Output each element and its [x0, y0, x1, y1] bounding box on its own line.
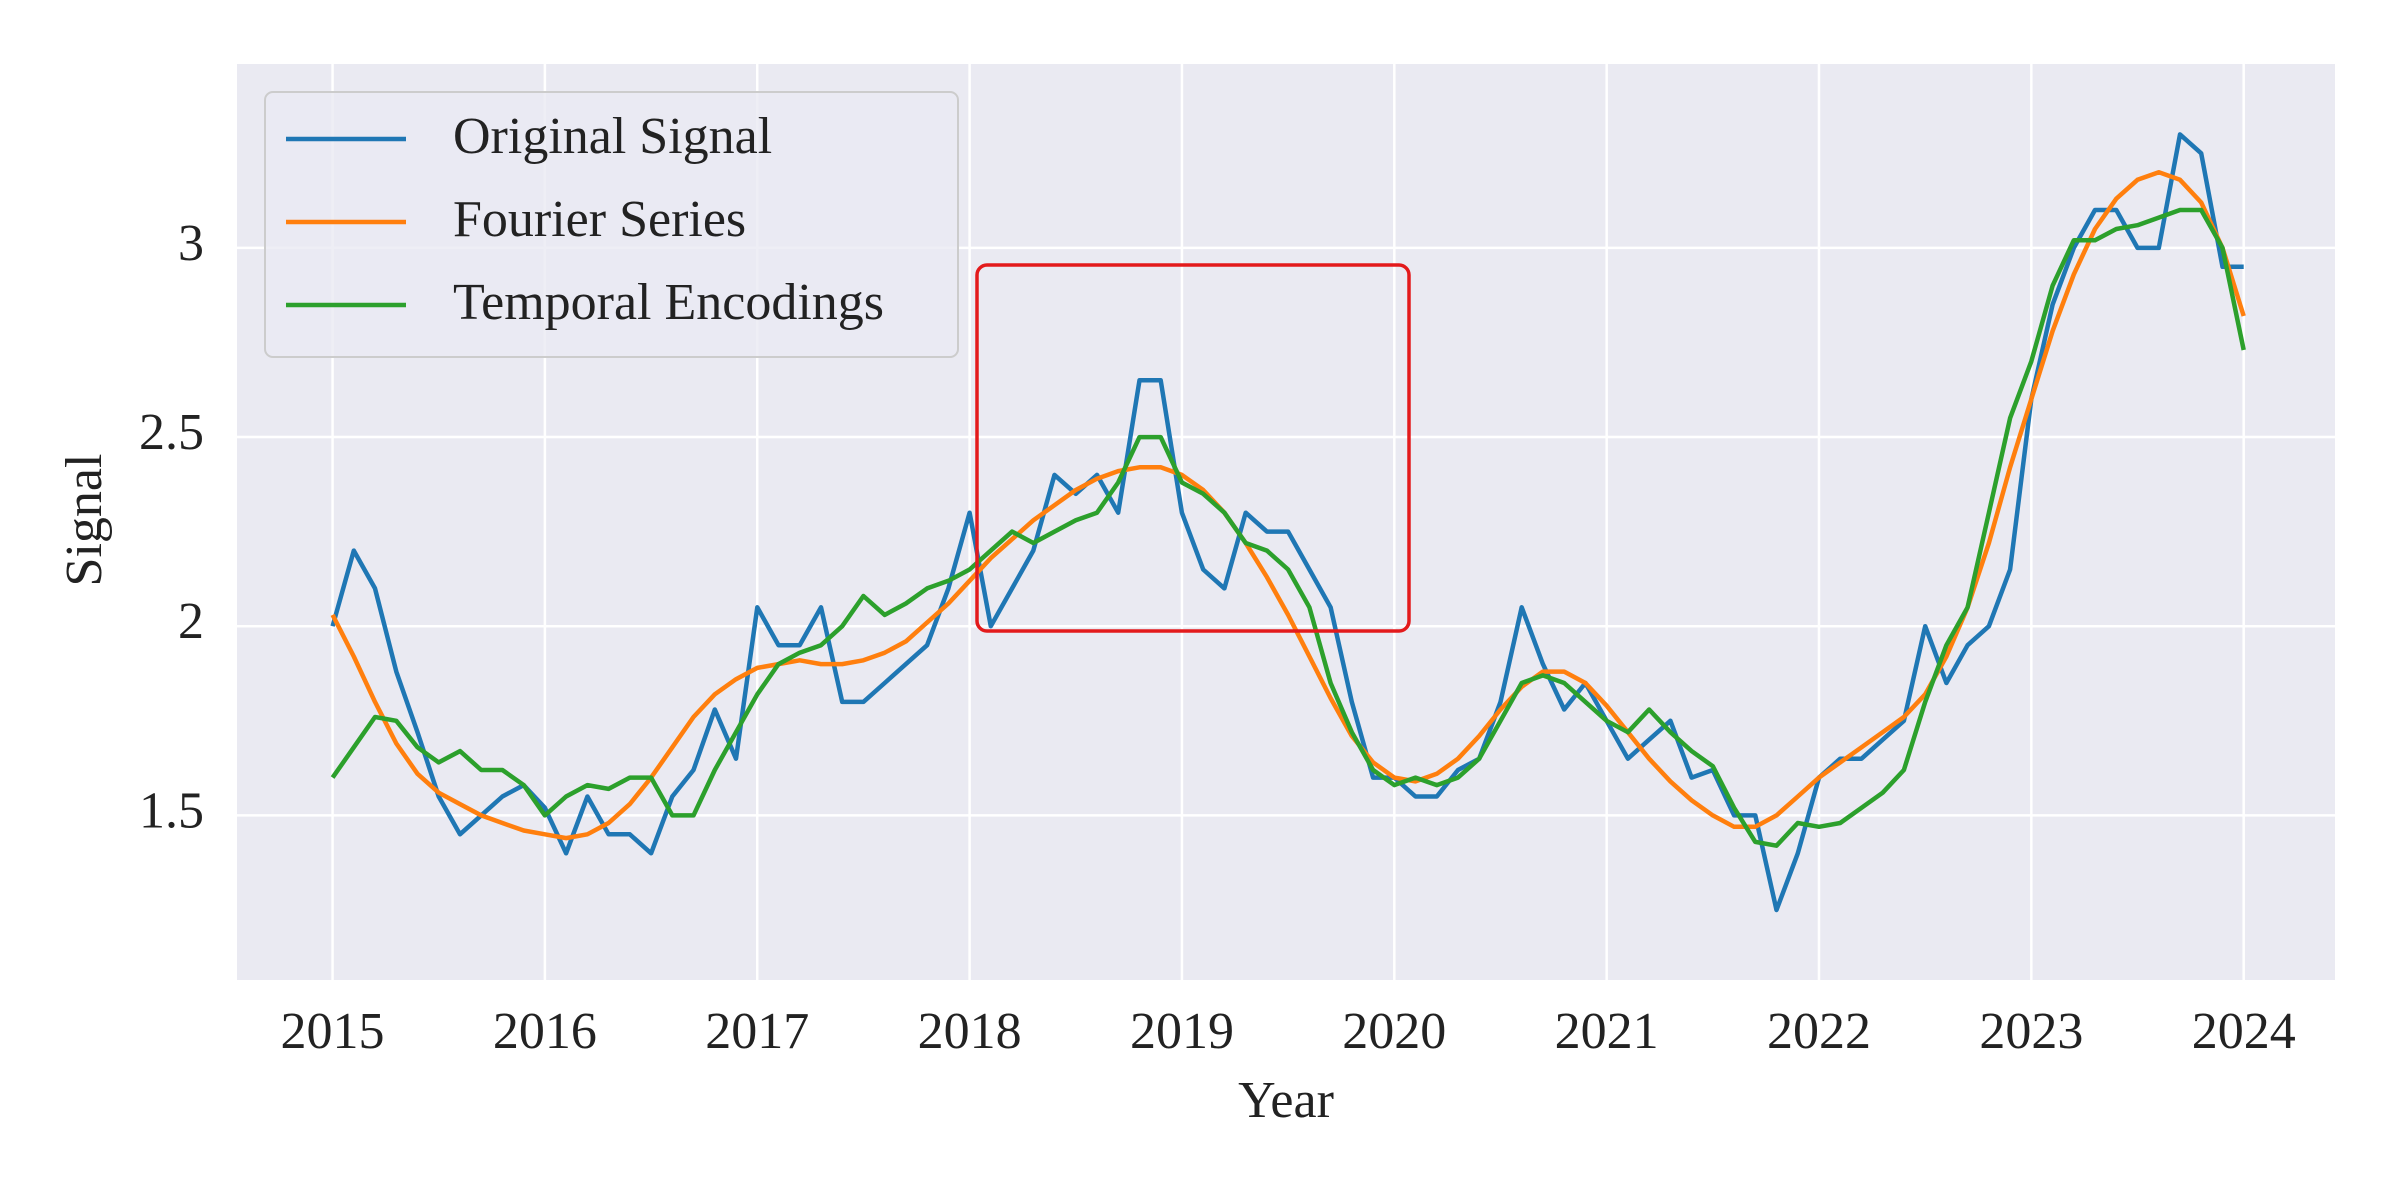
x-tick-label: 2015	[281, 1003, 385, 1060]
legend-label: Fourier Series	[453, 191, 746, 248]
x-axis-label: Year	[1238, 1072, 1334, 1129]
series-line	[330, 132, 2244, 913]
x-tick-label: 2018	[918, 1003, 1022, 1060]
legend-box	[264, 91, 959, 358]
y-tick-label: 2.5	[139, 404, 204, 461]
y-tick-label: 2	[178, 593, 204, 650]
x-tick-label: 2017	[705, 1003, 809, 1060]
y-axis-label: Signal	[56, 454, 113, 587]
x-tick-label: 2019	[1130, 1003, 1234, 1060]
highlight-box	[975, 263, 1411, 633]
x-tick-label: 2023	[1979, 1003, 2083, 1060]
y-tick-label: 1.5	[139, 782, 204, 839]
x-tick-label: 2021	[1555, 1003, 1659, 1060]
legend-label: Original Signal	[453, 108, 772, 165]
x-tick-label: 2020	[1342, 1003, 1446, 1060]
legend-label: Temporal Encodings	[453, 274, 884, 331]
x-tick-label: 2016	[493, 1003, 597, 1060]
x-tick-label: 2024	[2192, 1003, 2296, 1060]
x-tick-label: 2022	[1767, 1003, 1871, 1060]
y-tick-label: 3	[178, 215, 204, 272]
series-line	[330, 207, 2246, 848]
